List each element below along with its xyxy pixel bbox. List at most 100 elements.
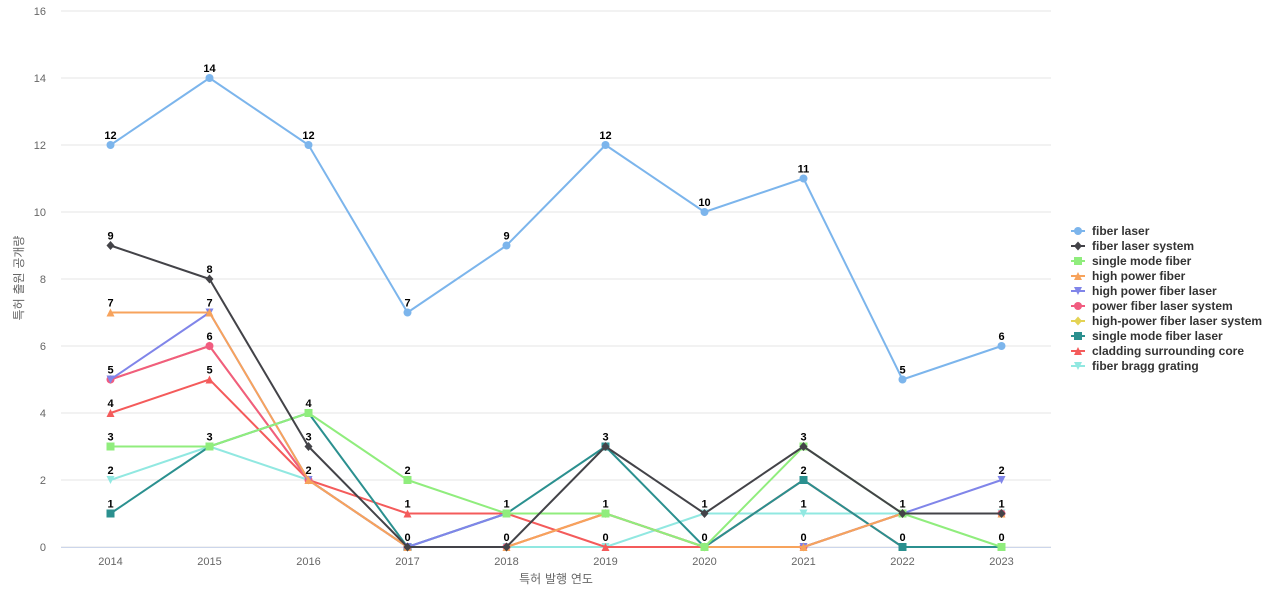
series-path bbox=[109, 77, 1003, 381]
data-label: 1 bbox=[503, 499, 509, 511]
data-label: 1 bbox=[404, 499, 410, 511]
data-label: 1 bbox=[800, 499, 806, 511]
data-point bbox=[799, 174, 808, 183]
data-label: 1 bbox=[998, 499, 1004, 511]
legend-label: power fiber laser system bbox=[1092, 299, 1233, 313]
legend-label: fiber bragg grating bbox=[1092, 359, 1199, 373]
data-label: 11 bbox=[798, 164, 810, 176]
y-tick-label: 6 bbox=[40, 341, 46, 353]
data-point bbox=[205, 342, 214, 350]
grid-lines bbox=[61, 10, 1051, 548]
data-label: 12 bbox=[104, 130, 116, 142]
data-point bbox=[799, 476, 808, 484]
legend-item[interactable]: high power fiber bbox=[1071, 269, 1186, 283]
data-point bbox=[106, 509, 115, 518]
data-label: 10 bbox=[698, 197, 710, 209]
data-point bbox=[997, 509, 1006, 518]
data-point bbox=[106, 375, 115, 384]
data-label: 12 bbox=[599, 130, 611, 142]
data-label: 3 bbox=[107, 432, 113, 444]
data-point bbox=[898, 543, 907, 551]
data-point bbox=[601, 509, 610, 518]
data-label: 9 bbox=[503, 231, 509, 243]
data-point bbox=[601, 442, 610, 451]
data-point bbox=[502, 542, 511, 552]
series-path bbox=[109, 311, 1003, 548]
data-label: 1 bbox=[107, 499, 113, 511]
data-point bbox=[700, 509, 709, 518]
y-tick-label: 2 bbox=[40, 475, 46, 487]
data-label: 1 bbox=[602, 499, 608, 511]
data-point bbox=[205, 375, 214, 384]
legend-item[interactable]: fiber bragg grating bbox=[1071, 359, 1199, 373]
data-label: 7 bbox=[107, 298, 113, 310]
x-tick-label: 2017 bbox=[395, 556, 419, 568]
data-point bbox=[502, 241, 511, 250]
x-tick-label: 2021 bbox=[791, 556, 815, 568]
series-line bbox=[106, 308, 1006, 551]
y-tick-label: 12 bbox=[34, 140, 46, 152]
data-point bbox=[898, 509, 907, 518]
data-label: 6 bbox=[206, 331, 212, 343]
data-point bbox=[799, 442, 808, 451]
x-tick-label: 2020 bbox=[692, 556, 716, 568]
legend-label: cladding surrounding core bbox=[1092, 344, 1244, 358]
data-point bbox=[799, 543, 808, 551]
series-path bbox=[109, 311, 1003, 548]
data-label: 5 bbox=[107, 365, 113, 377]
series-line bbox=[106, 342, 1006, 551]
legend-item[interactable]: high-power fiber laser system bbox=[1071, 314, 1262, 328]
data-point bbox=[799, 509, 808, 518]
legend-item[interactable]: fiber laser system bbox=[1071, 239, 1194, 253]
legend-item[interactable]: single mode fiber bbox=[1071, 254, 1192, 268]
data-label: 3 bbox=[602, 432, 608, 444]
data-point bbox=[1074, 272, 1082, 280]
data-point bbox=[601, 141, 610, 149]
data-label: 2 bbox=[305, 465, 311, 477]
y-tick-label: 10 bbox=[34, 207, 46, 219]
x-axis-title: 특허 발행 연도 bbox=[519, 571, 593, 586]
series-path bbox=[109, 345, 1003, 548]
legend-label: high power fiber laser bbox=[1092, 284, 1217, 298]
data-point bbox=[403, 542, 412, 552]
data-point bbox=[502, 509, 511, 518]
legend-item[interactable]: cladding surrounding core bbox=[1071, 344, 1244, 358]
data-label: 9 bbox=[107, 231, 113, 243]
data-point bbox=[106, 476, 115, 484]
data-label: 2 bbox=[404, 465, 410, 477]
legend-item[interactable]: fiber laser bbox=[1071, 224, 1150, 238]
data-label: 0 bbox=[404, 532, 410, 544]
data-point bbox=[1074, 362, 1082, 370]
data-point bbox=[1074, 227, 1082, 235]
data-point bbox=[700, 543, 709, 551]
data-point bbox=[205, 308, 214, 317]
data-point bbox=[106, 409, 115, 417]
data-point bbox=[106, 141, 115, 149]
data-label: 12 bbox=[302, 130, 314, 142]
data-point bbox=[304, 409, 313, 417]
data-point bbox=[403, 308, 412, 317]
legend-label: high power fiber bbox=[1092, 269, 1186, 283]
legend-label: fiber laser bbox=[1092, 224, 1150, 238]
series-path bbox=[109, 345, 1003, 548]
x-tick-label: 2014 bbox=[98, 556, 122, 568]
x-tick-label: 2019 bbox=[593, 556, 617, 568]
legend-label: fiber laser system bbox=[1092, 239, 1194, 253]
x-tick-label: 2016 bbox=[296, 556, 320, 568]
legend-item[interactable]: power fiber laser system bbox=[1071, 299, 1233, 313]
data-label: 0 bbox=[602, 532, 608, 544]
data-point bbox=[403, 476, 412, 484]
x-tick-label: 2023 bbox=[989, 556, 1013, 568]
data-label: 4 bbox=[107, 398, 114, 410]
data-point bbox=[403, 509, 412, 518]
data-label: 2 bbox=[998, 465, 1004, 477]
data-point bbox=[304, 442, 313, 451]
legend-item[interactable]: single mode fiber laser bbox=[1071, 329, 1223, 343]
y-axis-ticks: 0 2 4 6 8 10 12 14 16 bbox=[34, 6, 46, 554]
data-label: 14 bbox=[203, 63, 216, 75]
data-point bbox=[205, 74, 214, 82]
legend-item[interactable]: high power fiber laser bbox=[1071, 284, 1217, 298]
